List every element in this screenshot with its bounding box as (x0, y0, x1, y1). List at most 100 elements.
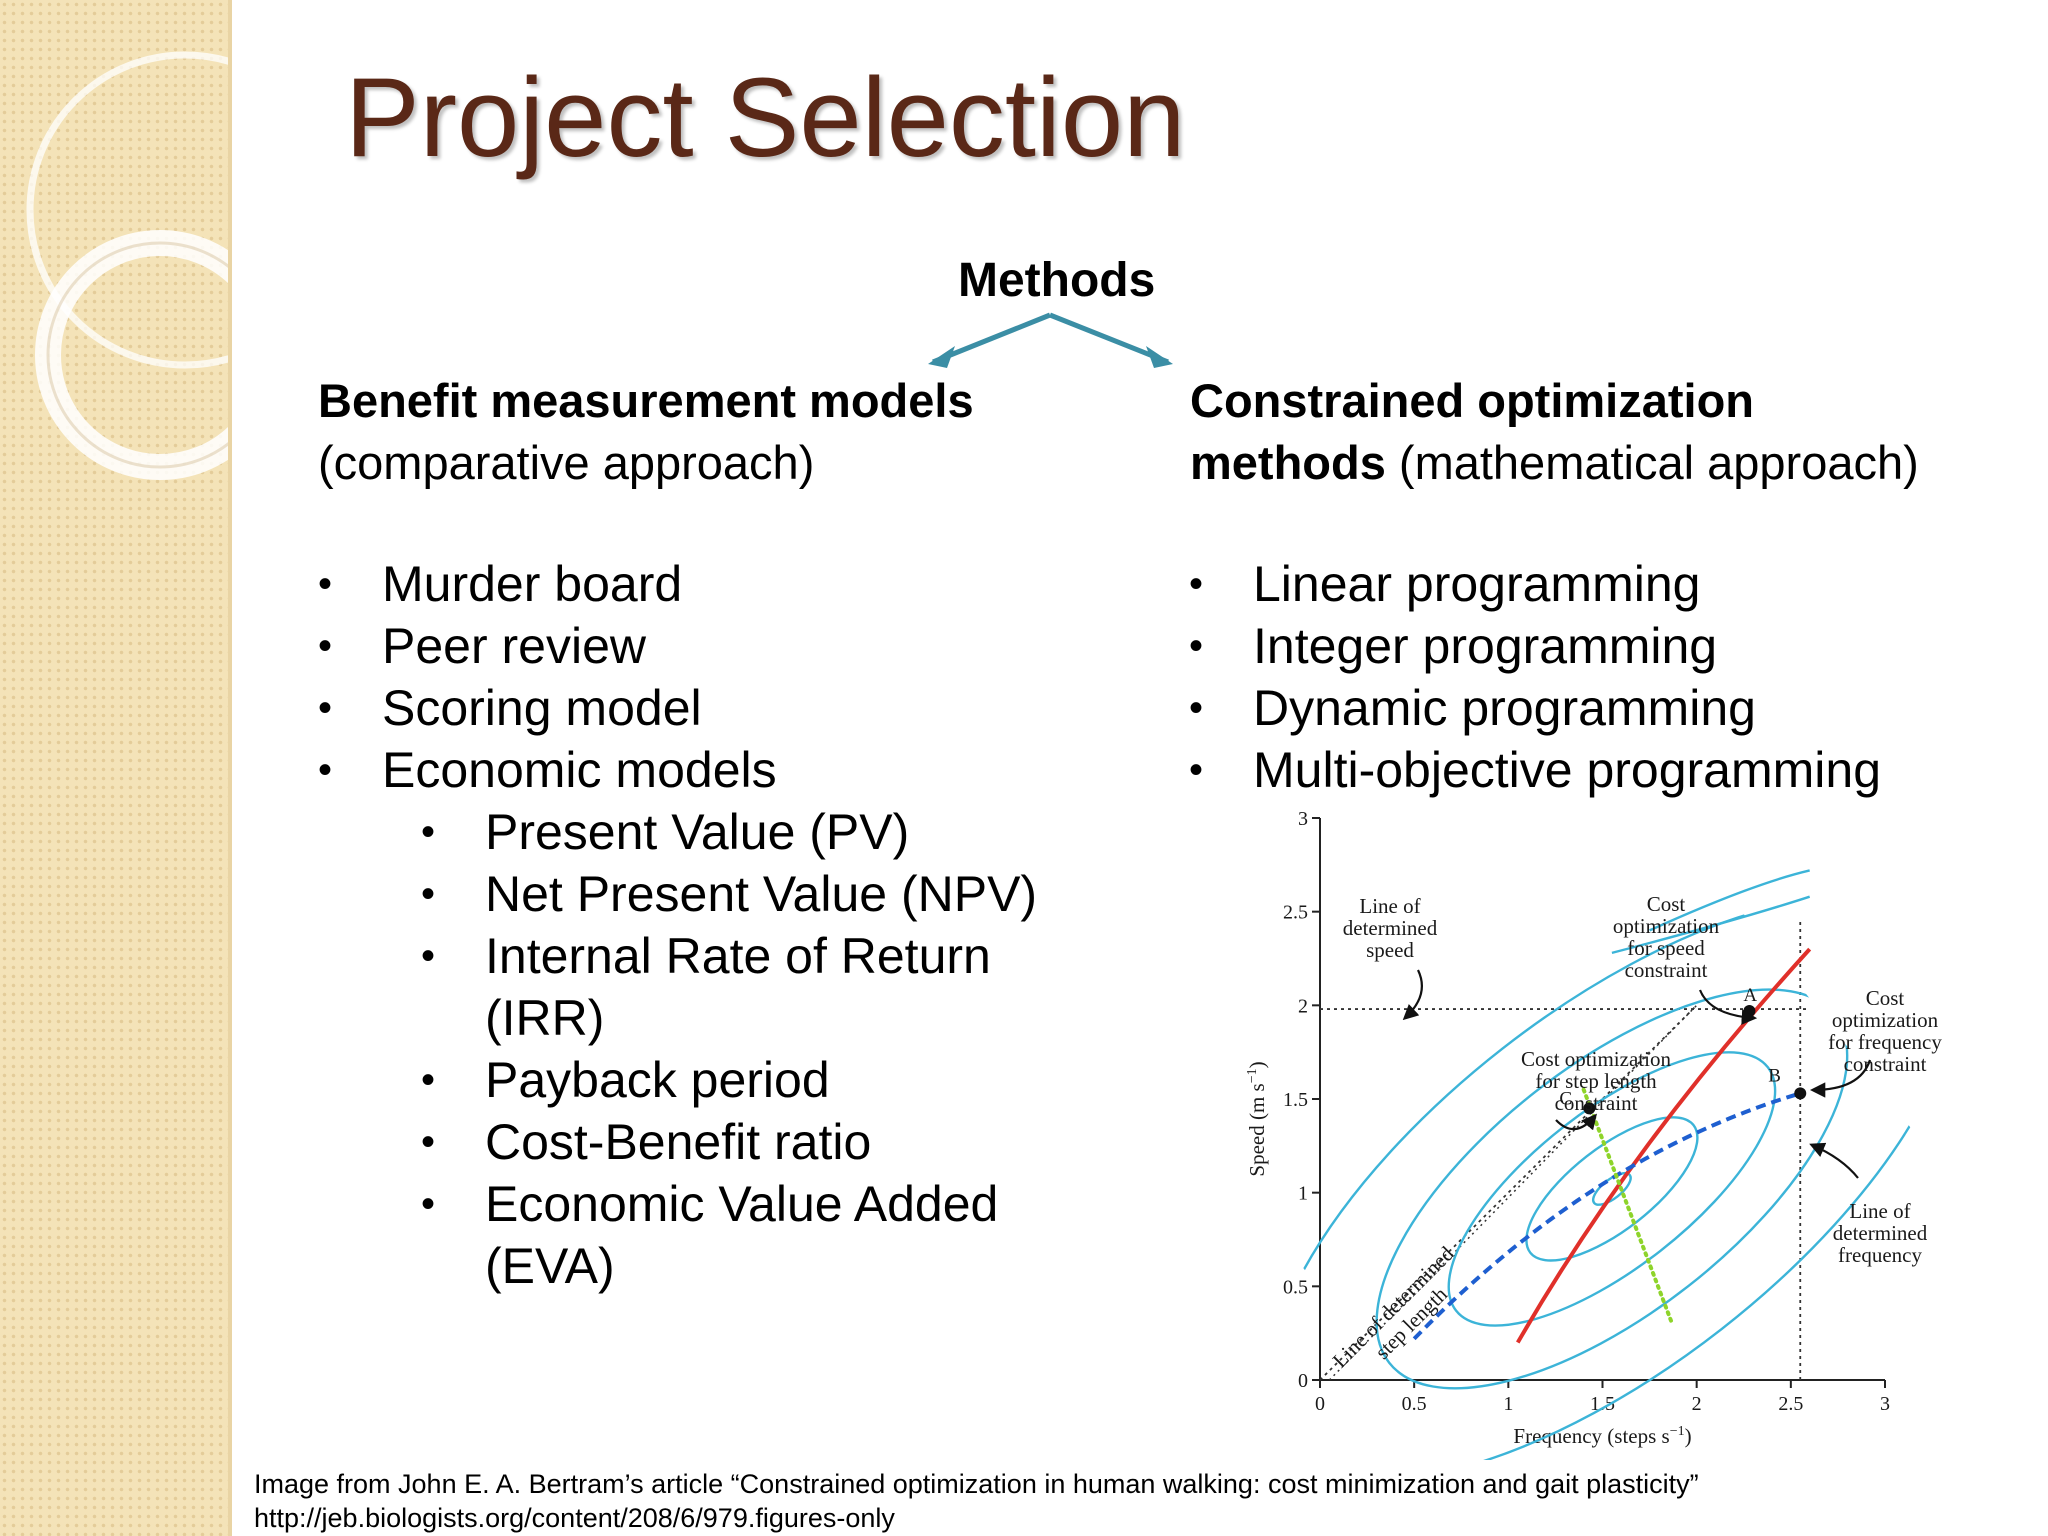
list-item-continuation: (IRR) (485, 990, 605, 1046)
cost-opt-step-length-label: for step length (1535, 1069, 1657, 1093)
cost-opt-speed-label: for speed (1627, 936, 1705, 960)
cost-step-annotation-arrow (1555, 1113, 1597, 1131)
cost-opt-frequency-label: optimization (1832, 1008, 1939, 1032)
list-item: • Economic Value Added (421, 1173, 1037, 1235)
cost-opt-speed-label: constraint (1625, 958, 1708, 982)
line-of-determined-frequency-label: determined (1833, 1221, 1928, 1245)
bullet: • (318, 562, 333, 606)
cost-opt-frequency-label: constraint (1844, 1052, 1927, 1076)
cost-frequency-annotation-arrow (1809, 1059, 1872, 1098)
y-tick-label: 0 (1298, 1370, 1308, 1392)
bullet: • (318, 748, 333, 792)
list-item: • Internal Rate of Return (421, 925, 1037, 987)
cost-opt-speed-label: Cost (1647, 892, 1686, 916)
list-item: • Net Present Value (NPV) (421, 863, 1037, 925)
point-label: B (1768, 1065, 1781, 1086)
list-item: • Payback period (421, 1049, 1037, 1111)
line-of-determined-speed-label: speed (1366, 938, 1414, 962)
x-tick-label: 1 (1503, 1393, 1513, 1415)
cost-contour-outer (1649, 869, 1810, 932)
y-tick-label: 3 (1298, 808, 1308, 830)
cost-opt-step-length-label: Cost optimization (1521, 1047, 1671, 1071)
list-item: • Peer review (318, 615, 777, 677)
bullet: • (1189, 686, 1204, 730)
bullet: • (421, 872, 436, 916)
line-of-determined-frequency-label: frequency (1838, 1243, 1922, 1267)
bullet: • (421, 1120, 436, 1164)
gait-optimization-chart: 0 0.5 1 1.5 2 2.5 3 0 0.5 1 1.5 2 2.5 3 Frequency (ste… (1245, 808, 1945, 1460)
list-item: • Scoring model (318, 677, 777, 739)
point-C (1583, 1102, 1596, 1115)
constrained-heading-rest: (mathematical approach) (1398, 436, 1919, 489)
y-tick-label: 1.5 (1283, 1089, 1308, 1111)
line-of-determined-speed-label: determined (1343, 916, 1438, 940)
bullet: • (421, 934, 436, 978)
constrained-heading-bold-1: Constrained optimization (1190, 374, 1754, 427)
list-item: • Linear programming (1189, 553, 1881, 615)
point-label: A (1743, 985, 1757, 1006)
cost-contour (1375, 988, 1849, 1390)
cost-opt-frequency-label: Cost (1866, 986, 1905, 1010)
line-of-determined-frequency-label: Line of (1849, 1199, 1910, 1223)
cost-opt-speed-label: optimization (1613, 914, 1720, 938)
branch-arrows (928, 312, 1173, 368)
benefit-heading-rest: (comparative approach) (318, 436, 815, 489)
bullet: • (1189, 748, 1204, 792)
bullet: • (421, 810, 436, 854)
x-tick-label: 2.5 (1778, 1393, 1803, 1415)
slide-title: Project Selection (345, 55, 1186, 180)
list-item-continuation: (EVA) (485, 1238, 615, 1294)
constrained-heading-bold-2: methods (1190, 436, 1386, 489)
bullet: • (318, 686, 333, 730)
frequency-constraint-curve (1412, 1091, 1801, 1341)
bullet: • (1189, 624, 1204, 668)
list-item: • Murder board (318, 553, 777, 615)
list-item: • Multi-objective programming (1189, 739, 1881, 801)
bullet: • (421, 1182, 436, 1226)
x-tick-label: 0 (1315, 1393, 1325, 1415)
caption-line-2: http://jeb.biologists.org/content/208/6/… (254, 1503, 895, 1533)
line-of-determined-speed-label: Line of (1359, 894, 1420, 918)
decorative-sidebar (0, 0, 228, 1536)
y-tick-label: 1 (1298, 1183, 1308, 1205)
constrained-optimization-heading: Constrained optimization methods (mathem… (1190, 370, 1919, 494)
x-tick-label: 2 (1692, 1393, 1702, 1415)
cost-opt-frequency-label: for frequency (1828, 1030, 1942, 1054)
point-label: C (1559, 1088, 1572, 1109)
optimization-methods-list: • Linear programming • Integer programming… (1189, 553, 1881, 801)
caption-line-1: Image from John E. A. Bertram’s article … (254, 1469, 1699, 1499)
list-item: • Cost-Benefit ratio (421, 1111, 1037, 1173)
benefit-heading-bold: Benefit measurement models (318, 374, 974, 427)
bullet: • (1189, 562, 1204, 606)
list-item: • Integer programming (1189, 615, 1881, 677)
list-item: • Economic models (318, 739, 777, 801)
speed-constraint-curve (1516, 947, 1812, 1344)
y-axis-label: Speed (m s−1) (1245, 1061, 1269, 1176)
list-item: • Dynamic programming (1189, 677, 1881, 739)
x-tick-label: 0.5 (1402, 1393, 1427, 1415)
point-B (1794, 1087, 1807, 1100)
frequency-annotation-arrow (1809, 1142, 1859, 1179)
economic-models-sublist: • Present Value (PV) • Net Present Value (… (421, 801, 1037, 1297)
list-item: • Present Value (PV) (421, 801, 1037, 863)
step-length-constraint-line (1581, 1087, 1675, 1326)
y-tick-label: 2.5 (1283, 902, 1308, 924)
image-caption: Image from John E. A. Bertram’s article … (254, 1467, 1699, 1535)
point-A (1743, 1004, 1756, 1017)
bullet: • (318, 624, 333, 668)
methods-label: Methods (958, 254, 1156, 307)
bullet: • (421, 1058, 436, 1102)
decorative-rings (26, 51, 228, 480)
benefit-methods-list: • Murder board • Peer review • Scoring mode… (318, 553, 777, 801)
speed-annotation-arrow (1402, 969, 1423, 1021)
x-tick-label: 1.5 (1590, 1393, 1615, 1415)
cost-opt-step-length-label: constraint (1555, 1091, 1638, 1115)
x-axis-label: Frequency (steps s−1) (1513, 1424, 1691, 1448)
cost-contour-outer (1611, 895, 1811, 955)
x-tick-label: 3 (1880, 1393, 1890, 1415)
sidebar-divider (228, 0, 232, 1536)
cost-speed-annotation-arrow (1698, 989, 1758, 1025)
cost-contour (1525, 1116, 1699, 1262)
y-tick-label: 0.5 (1283, 1276, 1308, 1298)
benefit-measurement-heading: Benefit measurement models (comparative … (318, 370, 974, 494)
